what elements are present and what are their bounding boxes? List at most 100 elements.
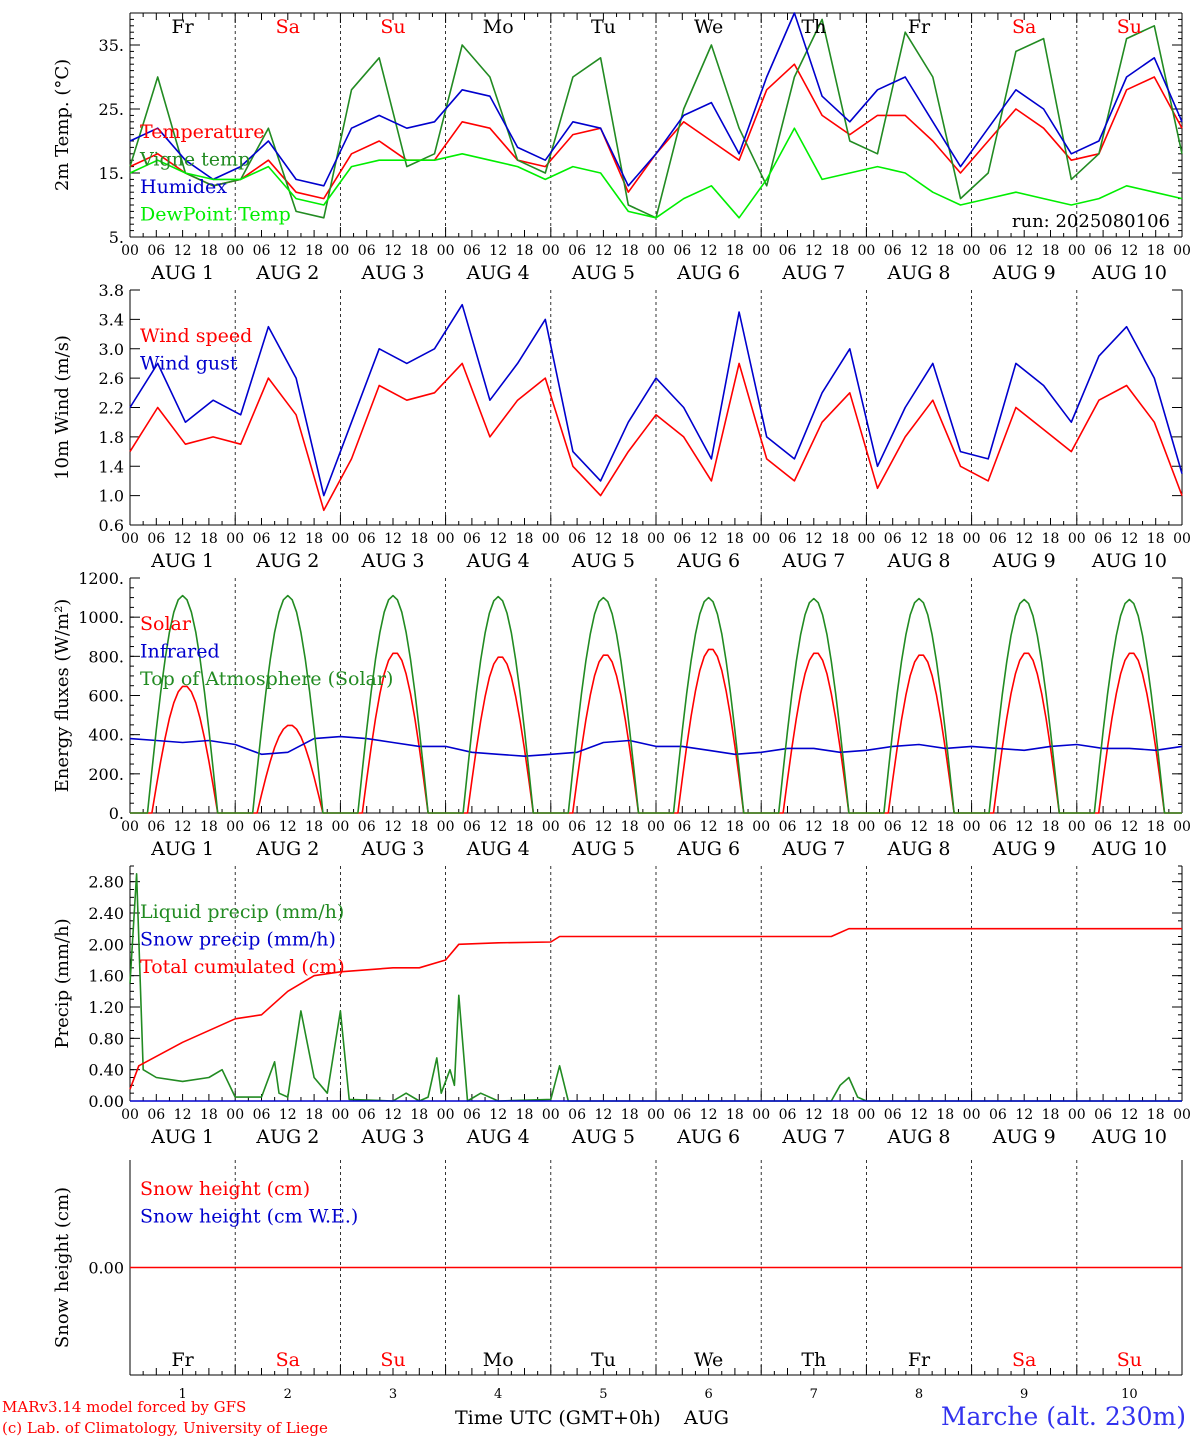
hour-tick-label: 06 <box>147 243 165 259</box>
y-tick-label: 0.00 <box>88 1259 124 1278</box>
hour-tick-label: 00 <box>542 1107 560 1123</box>
y-tick-label: 3.0 <box>99 340 124 359</box>
hour-tick-label: 06 <box>147 819 165 835</box>
hour-tick-label: 00 <box>226 819 244 835</box>
date-label: AUG 5 <box>571 1126 635 1148</box>
hour-tick-label: 12 <box>174 819 192 835</box>
hour-tick-label: 06 <box>673 531 691 547</box>
date-label: AUG 10 <box>1091 262 1167 284</box>
hour-tick-label: 00 <box>963 819 981 835</box>
hour-tick-label: 12 <box>1015 243 1033 259</box>
y-tick-label: 5. <box>109 228 124 247</box>
hour-tick-label: 12 <box>384 243 402 259</box>
legend-entry: Total cumulated (cm) <box>140 956 345 978</box>
hour-tick-label: 12 <box>1015 531 1033 547</box>
hour-tick-label: 12 <box>174 531 192 547</box>
hour-tick-label: 12 <box>910 531 928 547</box>
hour-tick-label: 00 <box>121 1107 139 1123</box>
hour-tick-label: 18 <box>831 1107 849 1123</box>
hour-tick-label: 12 <box>1015 819 1033 835</box>
hour-tick-label: 12 <box>1015 1107 1033 1123</box>
x-axis-label: Time UTC (GMT+0h) <box>455 1407 661 1429</box>
hour-tick-label: 00 <box>542 531 560 547</box>
day-name-bottom: Su <box>1117 1349 1142 1371</box>
hour-tick-label: 06 <box>147 1107 165 1123</box>
hour-tick-label: 06 <box>463 819 481 835</box>
hour-tick-label: 00 <box>1173 531 1191 547</box>
date-label: AUG 10 <box>1091 838 1167 860</box>
hour-tick-label: 00 <box>1173 243 1191 259</box>
hour-tick-label: 18 <box>410 531 428 547</box>
y-tick-label: 1.4 <box>99 457 124 476</box>
day-name-bottom: Fr <box>171 1349 194 1371</box>
day-name-top: Sa <box>1012 16 1036 38</box>
day-number: 3 <box>389 1387 397 1402</box>
x-axis-month: AUG <box>683 1407 729 1429</box>
hour-tick-label: 12 <box>174 243 192 259</box>
panel-snow: 0.00 Snow height (cm) Snow height (cm) Snow… <box>52 1160 1183 1429</box>
y-tick-label: 35. <box>99 36 124 55</box>
hour-tick-label: 18 <box>1042 819 1060 835</box>
hour-tick-label: 18 <box>516 531 534 547</box>
y-tick-label: 0.40 <box>88 1061 124 1080</box>
legend-entry: Top of Atmosphere (Solar) <box>140 668 393 690</box>
station-label: Marche (alt. 230m) <box>940 1402 1186 1431</box>
hour-tick-label: 06 <box>568 531 586 547</box>
date-label: AUG 5 <box>571 838 635 860</box>
series-line-wind-speed <box>129 362 1183 512</box>
day-name-bottom: Mo <box>483 1349 514 1371</box>
y-tick-label: 2.80 <box>88 873 124 892</box>
y-tick-label: 1.20 <box>88 998 124 1017</box>
hour-tick-label: 12 <box>174 1107 192 1123</box>
hour-tick-label: 06 <box>779 1107 797 1123</box>
day-number: 7 <box>810 1387 818 1402</box>
date-label: AUG 3 <box>360 262 424 284</box>
y-tick-label: 2.2 <box>99 399 124 418</box>
series-line-total-cumulated-cm- <box>129 927 1182 1090</box>
date-label: AUG 8 <box>886 550 950 572</box>
date-label: AUG 9 <box>992 550 1056 572</box>
hour-tick-label: 18 <box>726 1107 744 1123</box>
hour-tick-label: 12 <box>910 819 928 835</box>
hour-tick-label: 18 <box>831 819 849 835</box>
hour-tick-label: 18 <box>200 243 218 259</box>
day-number: 1 <box>178 1387 186 1402</box>
date-label: AUG 6 <box>676 838 740 860</box>
hour-tick-label: 12 <box>594 1107 612 1123</box>
hour-tick-label: 06 <box>989 531 1007 547</box>
hour-tick-label: 00 <box>963 1107 981 1123</box>
hour-tick-label: 00 <box>226 1107 244 1123</box>
hour-tick-label: 12 <box>489 531 507 547</box>
y-tick-label: 2.40 <box>88 904 124 923</box>
lab-credit: (c) Lab. of Climatology, University of L… <box>2 1419 328 1437</box>
hour-tick-label: 00 <box>542 819 560 835</box>
date-label: AUG 4 <box>466 838 530 860</box>
y-tick-label: 3.4 <box>99 310 124 329</box>
hour-tick-label: 18 <box>831 243 849 259</box>
hour-tick-label: 18 <box>621 819 639 835</box>
hour-tick-label: 00 <box>121 819 139 835</box>
panel-energy: 0. 200. 400. 600. 800. 1000. 1200. Energy fluxe… <box>52 569 1191 860</box>
date-label: AUG 3 <box>360 1126 424 1148</box>
hour-tick-label: 18 <box>305 819 323 835</box>
day-name-bottom: Su <box>380 1349 405 1371</box>
hour-tick-label: 00 <box>857 1107 875 1123</box>
day-name-top: Su <box>1117 16 1142 38</box>
date-label: AUG 8 <box>886 262 950 284</box>
hour-tick-label: 00 <box>1068 1107 1086 1123</box>
hour-tick-label: 00 <box>121 531 139 547</box>
hour-tick-label: 00 <box>647 1107 665 1123</box>
hour-tick-label: 00 <box>963 531 981 547</box>
hour-tick-label: 18 <box>200 531 218 547</box>
hour-tick-label: 18 <box>516 243 534 259</box>
hour-tick-label: 00 <box>752 1107 770 1123</box>
hour-tick-label: 00 <box>121 243 139 259</box>
hour-tick-label: 00 <box>647 531 665 547</box>
date-label: AUG 7 <box>781 1126 845 1148</box>
hour-tick-label: 18 <box>936 243 954 259</box>
hour-tick-label: 06 <box>358 819 376 835</box>
legend-entry: Snow height (cm W.E.) <box>140 1206 358 1228</box>
legend-entry: Wind speed <box>140 325 252 347</box>
hour-tick-label: 00 <box>1068 819 1086 835</box>
hour-tick-label: 06 <box>884 1107 902 1123</box>
